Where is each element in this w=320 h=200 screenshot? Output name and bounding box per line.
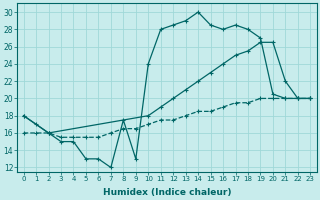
X-axis label: Humidex (Indice chaleur): Humidex (Indice chaleur)	[103, 188, 231, 197]
